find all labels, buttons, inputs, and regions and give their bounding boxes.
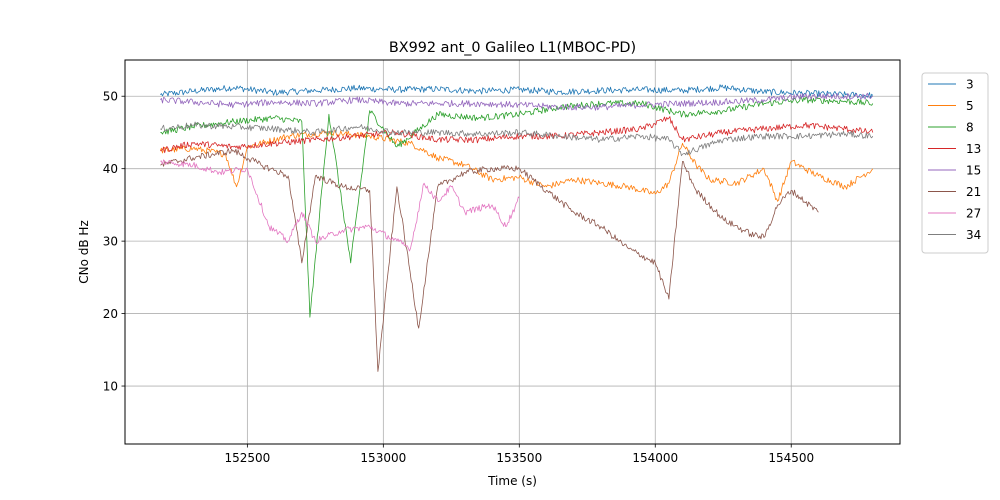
y-tick-label: 20 xyxy=(103,307,118,321)
series-layer xyxy=(160,84,874,372)
x-tick-label: 153500 xyxy=(496,451,542,465)
x-tick-label: 153000 xyxy=(360,451,406,465)
y-axis-title: CNo dB Hz xyxy=(77,220,91,284)
legend-label: 5 xyxy=(966,99,974,113)
y-tick-label: 40 xyxy=(103,162,118,176)
legend-box xyxy=(921,72,989,254)
x-tick-label: 154000 xyxy=(632,451,678,465)
series-line-21 xyxy=(160,148,819,372)
series-line-15 xyxy=(160,92,874,111)
legend-label: 8 xyxy=(966,120,974,134)
x-tick-label: 154500 xyxy=(768,451,814,465)
x-axis: 152500 153000 153500 154000 154500 xyxy=(224,444,814,465)
y-tick-label: 10 xyxy=(103,379,118,393)
y-tick-label: 30 xyxy=(103,234,118,248)
series-line-8 xyxy=(160,96,874,318)
x-axis-title: Time (s) xyxy=(487,474,537,488)
chart-title: BX992 ant_0 Galileo L1(MBOC-PD) xyxy=(389,40,636,56)
legend-label: 15 xyxy=(966,163,981,177)
legend-label: 21 xyxy=(966,185,981,199)
plot-frame xyxy=(124,59,901,445)
legend-label: 13 xyxy=(966,142,981,156)
legend-label: 27 xyxy=(966,206,981,220)
x-tick-label: 152500 xyxy=(224,451,270,465)
series-line-27 xyxy=(160,159,520,252)
series-line-3 xyxy=(160,84,874,99)
series-line-34 xyxy=(160,121,874,157)
series-line-13 xyxy=(160,116,874,154)
legend-label: 3 xyxy=(966,77,974,91)
series-line-5 xyxy=(160,129,874,202)
y-axis: 10 20 30 40 50 xyxy=(103,90,125,393)
legend: 3 5 8 13 15 21 27 34 xyxy=(921,72,989,254)
legend-label: 34 xyxy=(966,228,981,242)
y-tick-label: 50 xyxy=(103,90,118,104)
